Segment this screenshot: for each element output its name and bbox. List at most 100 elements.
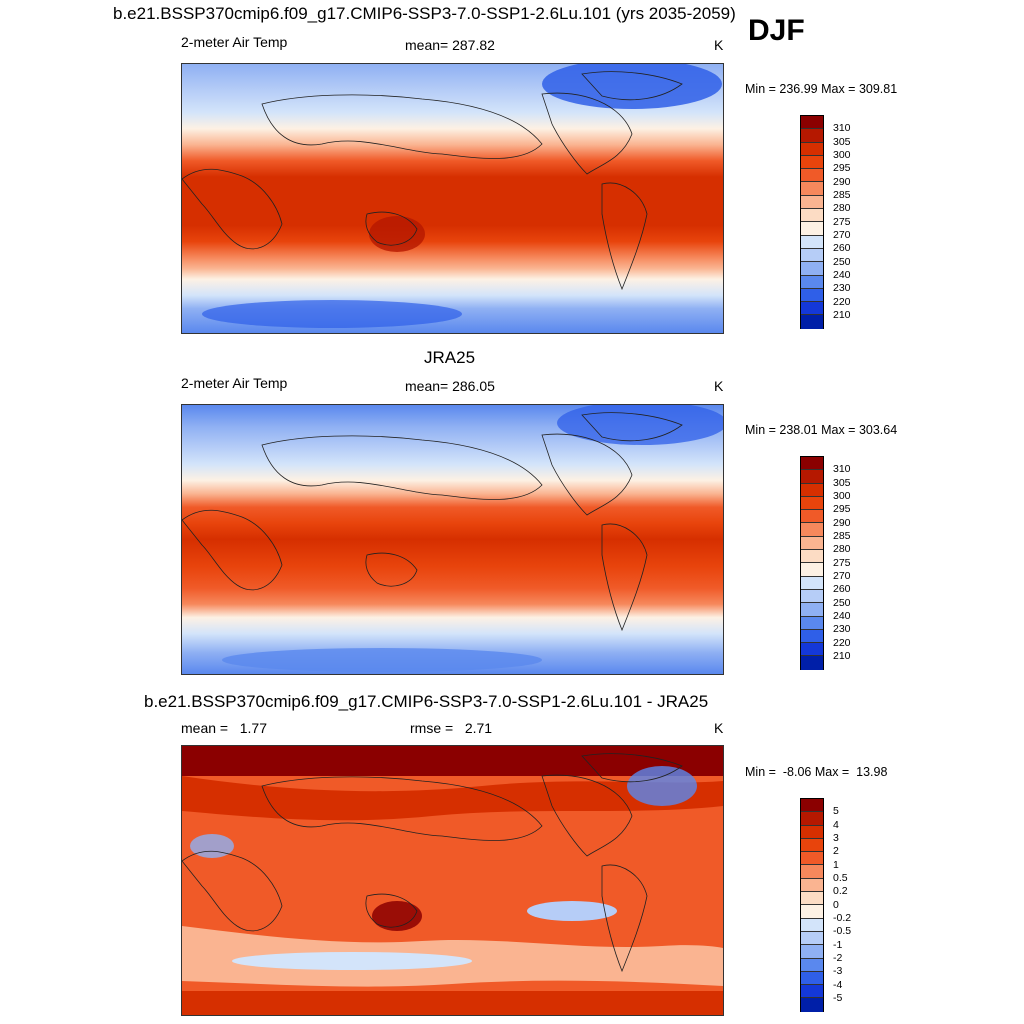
panel1-minmax-label: Min = 236.99 Max = 309.81 — [745, 82, 898, 96]
panel1-colorbar-tick: 300 — [833, 149, 851, 161]
panel1-colorbar-tick: 230 — [833, 282, 851, 294]
panel2-colorbar-swatch — [801, 603, 823, 617]
panel2-units-label: K — [714, 378, 724, 394]
panel3-colorbar-tick: 4 — [833, 818, 839, 831]
panel2-colorbar-tick: 210 — [833, 650, 851, 662]
panel3-colorbar-swatch — [801, 838, 823, 853]
panel2-temperature-field — [182, 405, 723, 674]
panel1-colorbar-tick: 260 — [833, 242, 851, 254]
panel3-midlat-warm-band — [182, 776, 723, 821]
panel2-colorbar-swatch — [801, 550, 823, 564]
panel1-variable-label: 2-meter Air Temp — [181, 34, 288, 50]
panel3-colorbar-swatch — [801, 971, 823, 986]
panel3-colorbar-swatch — [801, 918, 823, 932]
panel3-europe-cool-anomaly — [190, 834, 234, 858]
panel2-colorbar-tick: 250 — [833, 596, 851, 609]
panel3-map — [181, 745, 724, 1016]
panel2-colorbar-tick: 285 — [833, 530, 851, 542]
panel1-colorbar-tick: 280 — [833, 202, 851, 214]
panel3-colorbar — [800, 798, 824, 1012]
panel1-colorbar-tick: 210 — [833, 309, 851, 321]
panel1-coastlines — [182, 71, 683, 291]
panel1-colorbar-swatch — [801, 209, 823, 223]
panel3-australia-warm-anomaly — [372, 901, 422, 931]
panel3-colorbar-swatch — [801, 985, 823, 999]
panel2-colorbar-tick: 230 — [833, 623, 851, 635]
panel3-southpacific-cool-anomaly — [527, 901, 617, 921]
panel1-australia-warm-core — [369, 216, 425, 252]
panel3-labrador-cool-anomaly — [627, 766, 697, 806]
panel1-colorbar-tick: 270 — [833, 229, 851, 241]
panel3-colorbar-swatch — [801, 892, 823, 906]
panel3-map-svg — [182, 746, 723, 1015]
panel2-variable-label: 2-meter Air Temp — [181, 375, 288, 391]
panel2-mean-label: mean= 286.05 — [405, 378, 495, 394]
panel2-colorbar-swatch — [801, 483, 823, 497]
panel3-mean-label: mean = 1.77 — [181, 720, 268, 736]
panel3-colorbar-tick: 3 — [833, 832, 839, 844]
panel3-antarctic-band — [182, 991, 723, 1015]
panel1-colorbar-tick: 290 — [833, 175, 851, 188]
panel2-colorbar-tick: 220 — [833, 636, 851, 649]
panel3-colorbar-tick: -0.2 — [833, 912, 852, 924]
panel3-colorbar-swatch — [801, 825, 823, 839]
panel1-colorbar-swatch — [801, 222, 823, 236]
panel2-colorbar-tick: 240 — [833, 610, 851, 622]
panel3-title: b.e21.BSSP370cmip6.f09_g17.CMIP6-SSP3-7.… — [144, 692, 709, 711]
panel3-colorbar-swatch — [801, 812, 823, 826]
panel3-colorbar-swatch — [801, 998, 823, 1012]
panel2-colorbar-tick: 300 — [833, 490, 851, 502]
panel1-colorbar-tick: 220 — [833, 295, 851, 308]
panel3-colorbar-tick: -2 — [833, 952, 843, 964]
panel2-colorbar-tick: 260 — [833, 583, 851, 595]
panel2-colorbar-swatch — [801, 536, 823, 551]
panel2-coastlines — [182, 412, 683, 632]
panel3-colorbar-tick: -4 — [833, 978, 843, 991]
panel1-colorbar-swatch — [801, 195, 823, 210]
panel2-map — [181, 404, 724, 675]
panel3-colorbar-swatch — [801, 958, 823, 972]
panel2-colorbar-swatch — [801, 589, 823, 604]
panel1-colorbar-swatch — [801, 248, 823, 263]
panel1-colorbar-tick: 295 — [833, 162, 851, 174]
panel2-colorbar-swatch — [801, 523, 823, 537]
panel2-colorbar-swatch — [801, 563, 823, 577]
panel2-colorbar-swatch — [801, 629, 823, 644]
panel1-colorbar-tick: 275 — [833, 215, 851, 228]
panel2-colorbar-tick: 310 — [833, 463, 851, 475]
panel3-units-label: K — [714, 720, 724, 736]
panel3-colorbar-swatch — [801, 878, 823, 893]
panel1-colorbar-tick: 305 — [833, 135, 851, 148]
panel2-arctic-cold-core — [557, 405, 723, 445]
panel1-colorbar-swatch — [801, 142, 823, 156]
panel1-colorbar-swatch — [801, 182, 823, 196]
panel1-colorbar-swatch — [801, 169, 823, 183]
panel3-colorbar-tick: 0.2 — [833, 885, 848, 897]
panel3-colorbar-swatch — [801, 945, 823, 959]
panel1-map — [181, 63, 724, 334]
panel1-colorbar-swatch — [801, 262, 823, 276]
panel3-colorbar-tick: -0.5 — [833, 925, 852, 937]
panel2-colorbar-swatch — [801, 470, 823, 484]
panel1-colorbar-swatch — [801, 275, 823, 289]
panel3-colorbar-tick: 1 — [833, 858, 839, 871]
panel3-colorbar-tick: -5 — [833, 992, 843, 1004]
panel2-colorbar-swatch — [801, 643, 823, 657]
panel2-colorbar-swatch — [801, 656, 823, 670]
panel3-southern-cool-anomaly — [232, 952, 472, 970]
panel2-antarctic-cold-core — [222, 648, 542, 672]
panel2-colorbar-tick: 275 — [833, 556, 851, 569]
panel1-map-svg — [182, 64, 723, 333]
panel1-mean-label: mean= 287.82 — [405, 37, 495, 53]
panel2-minmax-label: Min = 238.01 Max = 303.64 — [745, 423, 898, 437]
panel1-colorbar-swatch — [801, 235, 823, 249]
panel2-colorbar-tick: 290 — [833, 516, 851, 529]
panel1-colorbar — [800, 115, 824, 329]
panel3-arctic-warm-band — [182, 746, 723, 776]
panel2-colorbar-tick: 280 — [833, 543, 851, 555]
panel1-colorbar-swatch — [801, 129, 823, 143]
panel3-colorbar-tick: 2 — [833, 845, 839, 857]
panel2-colorbar-swatch — [801, 576, 823, 590]
panel3-colorbar-swatch — [801, 852, 823, 866]
panel2-map-svg — [182, 405, 723, 674]
